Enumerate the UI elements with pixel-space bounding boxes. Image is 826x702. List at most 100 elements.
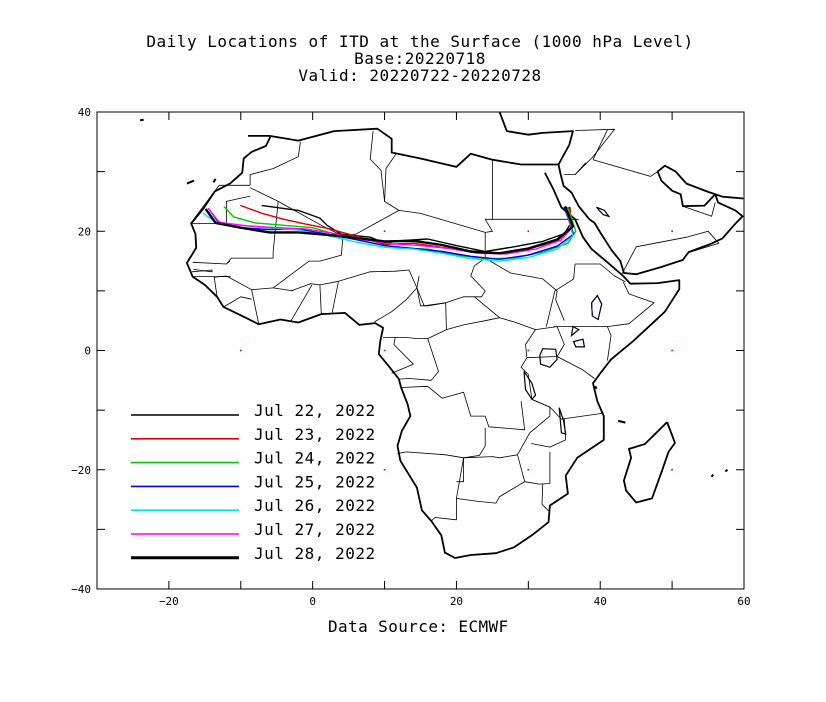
country-border — [541, 484, 549, 512]
x-tick-label: 0 — [309, 595, 316, 608]
legend-label: Jul 26, 2022 — [254, 496, 376, 515]
x-tick-label: 40 — [594, 595, 607, 608]
y-tick-label: 20 — [78, 225, 91, 238]
legend-label: Jul 27, 2022 — [254, 520, 376, 539]
country-border — [431, 357, 551, 522]
country-border — [531, 399, 604, 420]
itd-contour — [596, 206, 611, 218]
grid-point-mark — [383, 468, 386, 471]
lake-outline — [558, 407, 567, 435]
country-border — [251, 289, 260, 325]
grid-point-mark — [527, 349, 530, 352]
valid-range: Valid: 20220722-20220728 — [298, 66, 542, 85]
country-border — [474, 296, 558, 330]
country-border — [682, 202, 716, 217]
grid-point-mark — [671, 230, 673, 233]
y-tick-label: −20 — [71, 464, 91, 477]
country-border — [484, 257, 565, 321]
grid-point-mark — [383, 349, 386, 352]
country-border — [213, 275, 227, 297]
country-border — [607, 281, 655, 327]
country-border — [249, 131, 400, 237]
country-border — [592, 129, 608, 160]
lake-outline — [523, 371, 537, 401]
itd-line — [209, 206, 575, 260]
grid-point-mark — [239, 349, 242, 352]
country-border — [273, 287, 294, 292]
island — [594, 385, 598, 390]
island — [212, 178, 217, 183]
country-border — [556, 356, 595, 379]
lakes-layer — [523, 325, 580, 435]
country-border — [621, 230, 720, 275]
country-border — [525, 326, 565, 359]
country-border — [456, 451, 551, 504]
itd-contour — [572, 338, 585, 348]
coastline-segment — [623, 421, 676, 504]
legend-label: Jul 22, 2022 — [254, 401, 376, 420]
country-border — [319, 284, 322, 315]
country-border — [401, 385, 526, 431]
country-border — [191, 269, 213, 273]
country-border — [517, 454, 526, 482]
country-border — [574, 162, 587, 175]
legend-label: Jul 28, 2022 — [254, 544, 376, 563]
country-border — [397, 428, 486, 459]
legend-label: Jul 25, 2022 — [254, 472, 376, 491]
country-border — [592, 159, 658, 177]
coastline-segment — [557, 164, 744, 276]
country-border — [575, 263, 626, 283]
country-border — [564, 128, 615, 175]
legend-label: Jul 23, 2022 — [254, 425, 376, 444]
base-date: Base:20220718 — [354, 49, 486, 68]
country-border — [223, 296, 252, 308]
country-border — [190, 195, 251, 224]
grid-point-mark — [383, 230, 386, 233]
country-border — [249, 141, 301, 186]
legend: Jul 22, 2022 Jul 23, 2022 Jul 24, 2022 Jul … — [131, 401, 376, 563]
coastline-layer — [139, 111, 744, 559]
country-border — [192, 260, 231, 265]
grid-marks-layer — [239, 230, 673, 471]
country-border — [384, 153, 397, 202]
country-border — [290, 284, 313, 321]
data-source-note: Data Source: ECMWF — [328, 617, 509, 636]
country-border — [484, 218, 493, 233]
map-title: Daily Locations of ITD at the Surface (1… — [146, 32, 694, 51]
coastline-segment — [248, 111, 574, 168]
island — [617, 419, 626, 424]
country-border — [374, 275, 420, 323]
grid-point-mark — [527, 230, 530, 233]
country-border — [553, 326, 612, 361]
country-border — [446, 317, 500, 330]
x-tick-label: 60 — [737, 595, 750, 608]
itd-lines-layer — [202, 204, 611, 348]
legend-label: Jul 24, 2022 — [254, 449, 376, 468]
country-border — [331, 281, 339, 313]
lake-outline — [570, 325, 580, 338]
island — [710, 473, 714, 478]
island — [186, 179, 195, 185]
grid-point-mark — [671, 349, 673, 352]
itd-contour — [591, 294, 603, 321]
country-border — [190, 184, 251, 224]
country-border — [383, 287, 447, 339]
y-tick-label: −40 — [71, 583, 91, 596]
coastline-segment — [186, 136, 681, 559]
island — [724, 469, 729, 473]
itd-line — [207, 206, 573, 255]
x-tick-label: 20 — [450, 595, 463, 608]
lake-outline — [539, 348, 558, 368]
grid-point-mark — [527, 468, 530, 471]
island — [139, 118, 144, 122]
country-border — [456, 457, 464, 483]
axis-ticks: −20 0 20 40 60 40 20 0 −20 −40 — [71, 106, 751, 608]
country-border — [545, 263, 576, 327]
plot-frame — [96, 111, 745, 590]
x-tick-label: −20 — [159, 595, 179, 608]
y-tick-label: 40 — [78, 106, 91, 119]
country-border — [226, 201, 279, 265]
grid-point-mark — [671, 468, 673, 471]
itd-line — [202, 206, 574, 262]
